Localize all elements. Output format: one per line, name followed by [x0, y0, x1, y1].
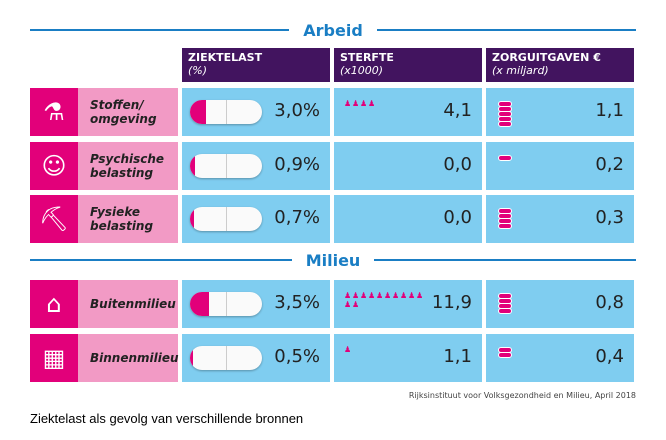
sterfte-cell: ♟ ♟ ♟ ♟ 4,1 — [334, 88, 482, 136]
houses-icon: ▦ — [30, 334, 78, 382]
table-row: ☺ Psychische belasting 0,9% 0,0 0,2 — [30, 142, 636, 190]
coin-icon — [498, 308, 512, 314]
pill-bar — [190, 154, 262, 178]
pill-fill — [190, 292, 209, 316]
table-row: ⌂ Buitenmilieu 3,5% ♟ ♟ ♟ ♟ ♟ ♟ ♟ ♟ ♟ ♟ ♟ ♟ 11,9 0,8 — [30, 280, 636, 328]
ziektelast-value: 0,9% — [274, 154, 320, 175]
person-icon: ♟ — [344, 291, 352, 300]
ziektelast-value: 3,5% — [274, 292, 320, 313]
zorg-cell: 0,4 — [486, 334, 634, 382]
person-icon: ♟ — [392, 291, 400, 300]
coin-icon — [498, 155, 512, 161]
zorg-value: 1,1 — [595, 100, 624, 121]
person-icon: ♟ — [352, 99, 360, 108]
ziektelast-cell: 0,5% — [182, 334, 330, 382]
person-icon: ♟ — [368, 99, 376, 108]
section-header-milieu: Milieu — [30, 250, 636, 270]
zorg-value: 0,3 — [595, 207, 624, 228]
row-label: Stoffen/ omgeving — [78, 88, 178, 136]
person-icon: ♟ — [384, 291, 392, 300]
table-row: ⚗ Stoffen/ omgeving 3,0% ♟ ♟ ♟ ♟ 4,1 1,1 — [30, 88, 636, 136]
sterfte-value: 4,1 — [443, 100, 472, 121]
sterfte-cell: 0,0 — [334, 195, 482, 243]
person-icon: ♟ — [408, 291, 416, 300]
zorg-value: 0,2 — [595, 154, 624, 175]
sterfte-value: 0,0 — [443, 207, 472, 228]
coin-icon — [498, 352, 512, 358]
ziektelast-value: 0,5% — [274, 346, 320, 367]
ziektelast-cell: 0,9% — [182, 142, 330, 190]
brain-head-icon: ☺ — [30, 142, 78, 190]
sterfte-value: 1,1 — [443, 346, 472, 367]
worker-lifting-icon: ⛏ — [30, 195, 78, 243]
pill-fill — [190, 154, 195, 178]
zorg-cell: 0,8 — [486, 280, 634, 328]
ziektelast-value: 3,0% — [274, 100, 320, 121]
coin-stack — [498, 208, 512, 229]
coin-stack — [498, 347, 512, 358]
sterfte-value: 0,0 — [443, 154, 472, 175]
sterfte-value: 11,9 — [431, 292, 472, 313]
coin-stack — [498, 101, 512, 127]
tree-house-road-icon: ⌂ — [30, 280, 78, 328]
section-title: Milieu — [305, 250, 361, 270]
pill-bar — [190, 346, 262, 370]
pill-fill — [190, 346, 193, 370]
ziektelast-cell: 3,5% — [182, 280, 330, 328]
person-icon: ♟ — [360, 291, 368, 300]
header-zorguitgaven: ZORGUITGAVEN € (x miljard) — [486, 48, 634, 82]
person-icon: ♟ — [344, 99, 352, 108]
zorg-value: 0,8 — [595, 292, 624, 313]
zorg-cell: 0,3 — [486, 195, 634, 243]
sterfte-cell: 0,0 — [334, 142, 482, 190]
coin-stack — [498, 293, 512, 314]
coin-icon — [498, 121, 512, 127]
zorg-cell: 0,2 — [486, 142, 634, 190]
ziektelast-value: 0,7% — [274, 207, 320, 228]
sterfte-cell: ♟ ♟ ♟ ♟ ♟ ♟ ♟ ♟ ♟ ♟ ♟ ♟ 11,9 — [334, 280, 482, 328]
zorg-cell: 1,1 — [486, 88, 634, 136]
ziektelast-cell: 3,0% — [182, 88, 330, 136]
header-sterfte: STERFTE (x1000) — [334, 48, 482, 82]
person-icon: ♟ — [376, 291, 384, 300]
sterfte-cell: ♟ 1,1 — [334, 334, 482, 382]
flask-icon: ⚗ — [30, 88, 78, 136]
zorg-value: 0,4 — [595, 346, 624, 367]
coin-stack — [498, 155, 512, 161]
ziektelast-cell: 0,7% — [182, 195, 330, 243]
pill-fill — [190, 100, 207, 124]
table-row: ⛏ Fysieke belasting 0,7% 0,0 0,3 — [30, 195, 636, 243]
person-icon: ♟ — [352, 300, 360, 309]
person-icon: ♟ — [352, 291, 360, 300]
section-header-arbeid: Arbeid — [30, 20, 637, 40]
row-label: Psychische belasting — [78, 142, 178, 190]
person-icon: ♟ — [344, 300, 352, 309]
row-label: Buitenmilieu — [78, 280, 178, 328]
row-label: Fysieke belasting — [78, 195, 178, 243]
section-title: Arbeid — [303, 20, 363, 40]
header-ziektelast: ZIEKTELAST (%) — [182, 48, 330, 82]
person-icon: ♟ — [360, 99, 368, 108]
person-icon: ♟ — [416, 291, 424, 300]
pill-fill — [190, 207, 194, 231]
person-icon: ♟ — [368, 291, 376, 300]
caption: Ziektelast als gevolg van verschillende … — [30, 411, 304, 426]
pill-bar — [190, 207, 262, 231]
pill-bar — [190, 100, 262, 124]
person-icon: ♟ — [344, 345, 352, 354]
person-icon: ♟ — [400, 291, 408, 300]
coin-icon — [498, 223, 512, 229]
pill-bar — [190, 292, 262, 316]
source-attribution: Rijksinstituut voor Volksgezondheid en M… — [408, 391, 636, 400]
row-label: Binnenmilieu — [78, 334, 179, 382]
table-row: ▦ Binnenmilieu 0,5% ♟ 1,1 0,4 — [30, 334, 636, 382]
